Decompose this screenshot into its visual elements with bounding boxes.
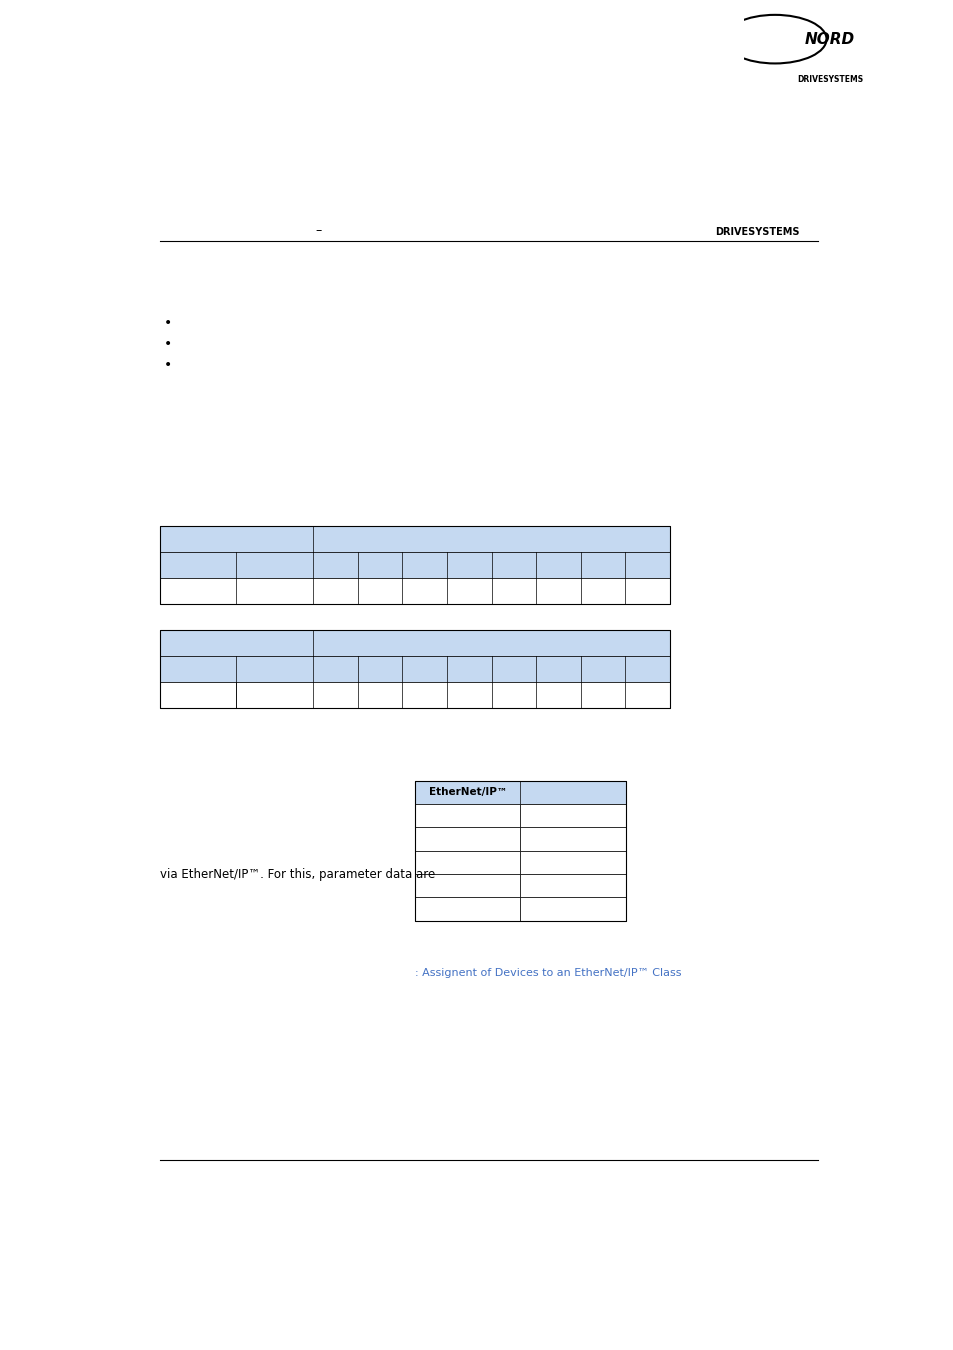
FancyBboxPatch shape	[415, 803, 519, 828]
Text: DRIVESYSTEMS: DRIVESYSTEMS	[796, 74, 862, 84]
Text: •: •	[164, 338, 172, 351]
Text: DRIVESYSTEMS: DRIVESYSTEMS	[714, 227, 799, 236]
FancyBboxPatch shape	[160, 656, 669, 682]
FancyBboxPatch shape	[519, 898, 625, 921]
FancyBboxPatch shape	[160, 525, 669, 552]
Text: : Assignent of Devices to an EtherNet/IP™ Class: : Assignent of Devices to an EtherNet/IP…	[415, 968, 680, 977]
Text: •: •	[164, 358, 172, 371]
FancyBboxPatch shape	[160, 682, 669, 707]
FancyBboxPatch shape	[519, 873, 625, 898]
FancyBboxPatch shape	[519, 850, 625, 873]
FancyBboxPatch shape	[519, 780, 625, 803]
FancyBboxPatch shape	[415, 828, 519, 850]
FancyBboxPatch shape	[415, 873, 519, 898]
FancyBboxPatch shape	[415, 850, 519, 873]
Text: –: –	[315, 224, 322, 236]
FancyBboxPatch shape	[519, 828, 625, 850]
Text: EtherNet/IP™: EtherNet/IP™	[428, 787, 506, 798]
FancyBboxPatch shape	[160, 552, 669, 578]
FancyBboxPatch shape	[160, 578, 669, 603]
FancyBboxPatch shape	[160, 629, 669, 656]
Text: via EtherNet/IP™. For this, parameter data are: via EtherNet/IP™. For this, parameter da…	[160, 868, 435, 880]
Text: •: •	[164, 316, 172, 331]
Text: NORD: NORD	[804, 31, 854, 47]
FancyBboxPatch shape	[519, 803, 625, 828]
FancyBboxPatch shape	[415, 780, 625, 803]
FancyBboxPatch shape	[415, 898, 519, 921]
